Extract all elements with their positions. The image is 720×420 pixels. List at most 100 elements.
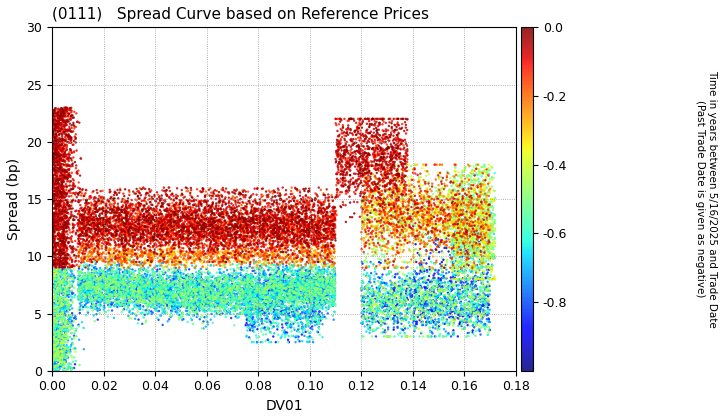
Point	[145, 222, 156, 229]
Point	[263, 336, 274, 343]
Point	[47, 257, 58, 264]
Point	[214, 297, 225, 304]
Point	[190, 207, 202, 214]
Point	[369, 184, 381, 190]
Point	[247, 315, 258, 322]
Point	[426, 333, 437, 340]
Point	[402, 301, 414, 308]
Point	[329, 297, 341, 303]
Point	[274, 260, 285, 267]
Point	[438, 264, 450, 271]
Point	[166, 259, 178, 265]
Point	[379, 166, 390, 173]
Point	[75, 276, 86, 283]
Point	[96, 226, 107, 233]
Point	[79, 253, 91, 260]
Point	[129, 284, 140, 291]
Point	[310, 301, 321, 308]
Point	[413, 325, 425, 332]
Point	[328, 231, 339, 237]
Point	[241, 283, 253, 289]
Point	[107, 294, 119, 300]
Point	[312, 249, 323, 256]
Point	[62, 284, 73, 290]
Point	[226, 289, 238, 295]
Point	[207, 254, 218, 261]
Point	[59, 323, 71, 330]
Point	[171, 293, 183, 299]
Point	[328, 290, 339, 297]
Point	[57, 310, 68, 317]
Point	[65, 137, 76, 144]
Point	[287, 236, 299, 242]
Point	[102, 282, 114, 289]
Point	[268, 278, 279, 284]
Point	[230, 255, 241, 261]
Point	[484, 265, 495, 271]
Point	[114, 298, 126, 304]
Point	[158, 271, 169, 278]
Point	[291, 204, 302, 210]
Point	[221, 297, 233, 304]
Point	[252, 297, 264, 303]
Point	[186, 194, 197, 200]
Point	[166, 261, 178, 268]
Point	[235, 264, 247, 271]
Point	[467, 234, 478, 241]
Point	[87, 284, 99, 291]
Point	[257, 212, 269, 219]
Point	[380, 299, 392, 305]
Point	[309, 259, 320, 265]
Point	[227, 284, 238, 291]
Point	[486, 264, 498, 270]
Point	[101, 226, 112, 233]
Point	[207, 213, 218, 220]
Point	[297, 288, 308, 294]
Point	[307, 204, 318, 210]
Point	[377, 302, 389, 308]
Point	[393, 293, 405, 299]
Point	[399, 285, 410, 291]
Point	[483, 245, 495, 252]
Point	[50, 246, 62, 253]
Point	[112, 255, 123, 261]
Point	[78, 206, 89, 213]
Point	[104, 292, 115, 299]
Point	[55, 170, 67, 177]
Point	[279, 280, 290, 286]
Point	[59, 284, 71, 291]
Point	[306, 280, 318, 286]
Point	[454, 213, 465, 219]
Point	[67, 190, 78, 197]
Point	[271, 238, 283, 244]
Point	[124, 205, 135, 211]
Point	[302, 310, 313, 317]
Point	[251, 299, 263, 306]
Point	[190, 287, 202, 294]
Point	[51, 158, 63, 165]
Point	[303, 255, 315, 262]
Point	[469, 226, 480, 233]
Point	[256, 318, 267, 325]
Point	[56, 164, 68, 171]
Point	[375, 177, 387, 184]
Point	[458, 231, 469, 238]
Point	[480, 210, 491, 217]
Point	[299, 227, 310, 234]
Point	[237, 237, 248, 244]
Point	[144, 279, 156, 286]
Point	[412, 226, 423, 232]
Point	[241, 305, 253, 312]
Point	[55, 231, 67, 238]
Point	[61, 259, 73, 266]
Point	[386, 205, 397, 212]
Point	[223, 257, 235, 264]
Point	[226, 213, 238, 220]
Point	[174, 200, 186, 207]
Point	[212, 192, 224, 198]
Point	[287, 333, 299, 339]
Point	[199, 192, 211, 199]
Point	[180, 238, 192, 244]
Point	[138, 222, 149, 229]
Point	[278, 329, 289, 336]
